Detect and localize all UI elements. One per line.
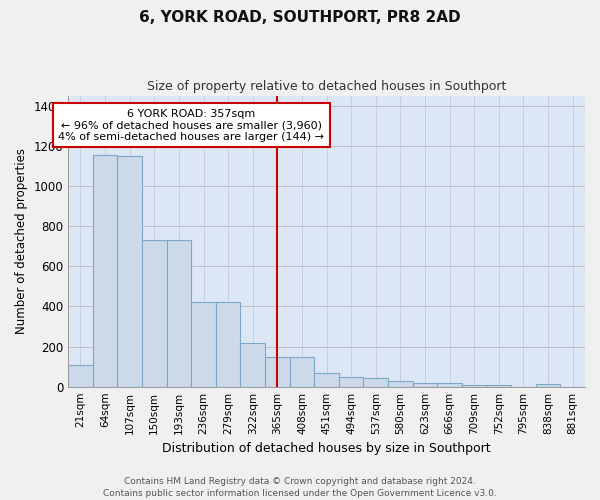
Bar [93, 155, 118, 386]
X-axis label: Distribution of detached houses by size in Southport: Distribution of detached houses by size … [162, 442, 491, 455]
Bar [388, 380, 413, 386]
Bar [68, 364, 93, 386]
Bar [216, 302, 241, 386]
Bar [536, 384, 560, 386]
Y-axis label: Number of detached properties: Number of detached properties [15, 148, 28, 334]
Bar [437, 383, 462, 386]
Bar [413, 383, 437, 386]
Bar [364, 378, 388, 386]
Bar [265, 356, 290, 386]
Bar [118, 156, 142, 386]
Bar [167, 240, 191, 386]
Title: Size of property relative to detached houses in Southport: Size of property relative to detached ho… [147, 80, 506, 93]
Text: Contains HM Land Registry data © Crown copyright and database right 2024.
Contai: Contains HM Land Registry data © Crown c… [103, 476, 497, 498]
Bar [314, 372, 339, 386]
Bar [290, 356, 314, 386]
Text: 6 YORK ROAD: 357sqm
← 96% of detached houses are smaller (3,960)
4% of semi-deta: 6 YORK ROAD: 357sqm ← 96% of detached ho… [58, 108, 324, 142]
Bar [191, 302, 216, 386]
Bar [142, 240, 167, 386]
Bar [241, 342, 265, 386]
Text: 6, YORK ROAD, SOUTHPORT, PR8 2AD: 6, YORK ROAD, SOUTHPORT, PR8 2AD [139, 10, 461, 25]
Bar [339, 376, 364, 386]
Bar [462, 384, 487, 386]
Bar [487, 384, 511, 386]
